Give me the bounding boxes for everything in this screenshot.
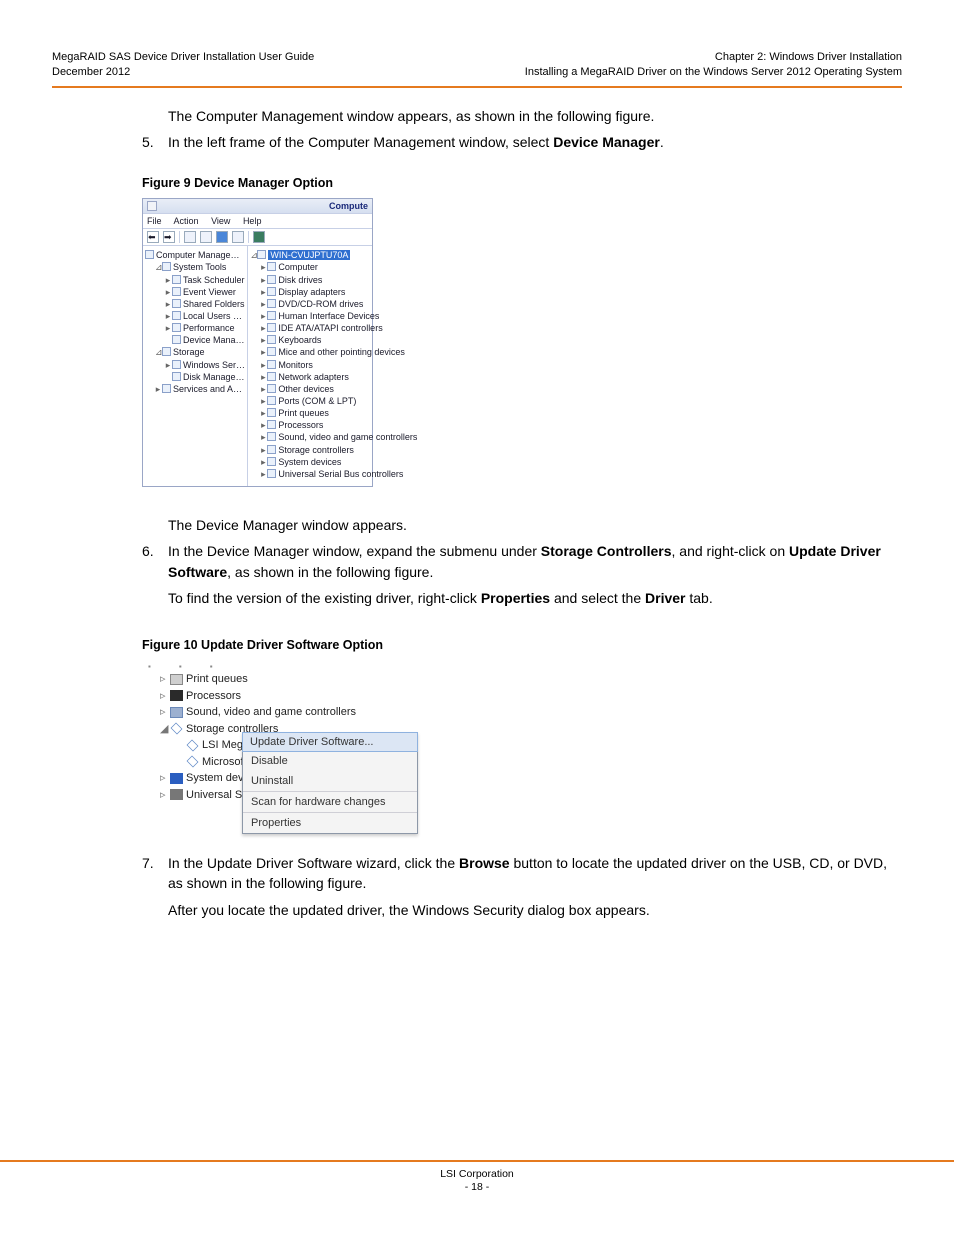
tree-item[interactable]: ▸Local Users and Groups	[145, 310, 245, 322]
tree-item[interactable]: Device Manager	[145, 334, 245, 346]
tree-item[interactable]: ▸Network adapters	[250, 371, 417, 383]
figure-10: ▪▪▪ ▹Print queues▹Processors▹Sound, vide…	[142, 660, 420, 809]
footer-company: LSI Corporation	[0, 1168, 954, 1182]
section-title: Installing a MegaRAID Driver on the Wind…	[525, 65, 902, 80]
tree-item[interactable]: ▸Display adapters	[250, 286, 417, 298]
window-title-right: Compute	[329, 201, 368, 211]
page-number: - 18 -	[0, 1181, 954, 1195]
figure-9-caption: Figure 9 Device Manager Option	[142, 176, 898, 190]
context-menu-item[interactable]: Disable	[243, 751, 417, 771]
header-left: MegaRAID SAS Device Driver Installation …	[52, 50, 314, 80]
step-7: 7. In the Update Driver Software wizard,…	[142, 853, 898, 926]
tree-item[interactable]: ▸Computer	[250, 261, 417, 273]
tree-item[interactable]: ▸Disk drives	[250, 274, 417, 286]
step-text: In the Device Manager window, expand the…	[168, 541, 898, 614]
toolbar-row: ▪▪▪	[142, 662, 420, 671]
device-manager-snippet: ▪▪▪ ▹Print queues▹Processors▹Sound, vide…	[142, 660, 420, 809]
header-rule	[52, 86, 902, 88]
chapter-title: Chapter 2: Windows Driver Installation	[525, 50, 902, 65]
step-text: In the left frame of the Computer Manage…	[168, 132, 898, 152]
figure-10-caption: Figure 10 Update Driver Software Option	[142, 638, 898, 652]
context-menu-item[interactable]: Scan for hardware changes	[243, 792, 417, 812]
step-6: 6. In the Device Manager window, expand …	[142, 541, 898, 614]
context-menu[interactable]: Update Driver Software...DisableUninstal…	[242, 732, 418, 834]
tree-item[interactable]: ▸Processors	[250, 419, 417, 431]
tree-item[interactable]: ▸Mice and other pointing devices	[250, 346, 417, 358]
page-header: MegaRAID SAS Device Driver Installation …	[52, 50, 902, 80]
tree-item[interactable]: ▸Print queues	[250, 407, 417, 419]
tree-item[interactable]: ▸Performance	[145, 322, 245, 334]
tree-item[interactable]: ▸Keyboards	[250, 334, 417, 346]
paragraph: The Computer Management window appears, …	[168, 106, 898, 126]
toolbar-icon[interactable]	[232, 231, 244, 243]
tree-item[interactable]: ▸Monitors	[250, 359, 417, 371]
page-footer: LSI Corporation - 18 -	[0, 1160, 954, 1195]
tree-root[interactable]: Computer Management (Local	[145, 249, 245, 261]
tree-item[interactable]: ▸Universal Serial Bus controllers	[250, 468, 417, 480]
tree-item[interactable]: ▸DVD/CD-ROM drives	[250, 298, 417, 310]
mgmt-tree[interactable]: Computer Management (Local⊿System Tools▸…	[145, 249, 245, 395]
device-tree-item[interactable]: ▹Print queues	[142, 671, 420, 688]
menu-bar[interactable]: File Action View Help	[143, 213, 372, 229]
tree-item[interactable]: ▸Event Viewer	[145, 286, 245, 298]
step-number: 5.	[142, 132, 168, 152]
window-titlebar: Compute	[143, 199, 372, 213]
tree-item[interactable]: ▸Storage controllers	[250, 444, 417, 456]
tree-item[interactable]: ▸Services and Applications	[145, 383, 245, 395]
menu-help[interactable]: Help	[243, 216, 262, 226]
menu-action[interactable]: Action	[174, 216, 199, 226]
context-menu-item[interactable]: Uninstall	[243, 771, 417, 791]
step-text: In the Update Driver Software wizard, cl…	[168, 853, 898, 926]
tree-item[interactable]: ▸Human Interface Devices	[250, 310, 417, 322]
toolbar: ⬅ ➡	[143, 229, 372, 246]
toolbar-icon[interactable]	[184, 231, 196, 243]
tree-item[interactable]: ▸Windows Server Backup	[145, 359, 245, 371]
tree-item[interactable]: ▸Ports (COM & LPT)	[250, 395, 417, 407]
body-content: The Computer Management window appears, …	[52, 106, 902, 926]
device-tree[interactable]: ⊿WIN-CVUJPTU70A▸Computer▸Disk drives▸Dis…	[250, 249, 417, 480]
forward-icon[interactable]: ➡	[163, 231, 175, 243]
toolbar-icon[interactable]	[216, 231, 228, 243]
tree-item[interactable]: ▸Sound, video and game controllers	[250, 431, 417, 443]
left-pane: Computer Management (Local⊿System Tools▸…	[143, 246, 248, 486]
back-icon[interactable]: ⬅	[147, 231, 159, 243]
device-tree-item[interactable]: ▹Processors	[142, 688, 420, 705]
menu-view[interactable]: View	[211, 216, 230, 226]
header-right: Chapter 2: Windows Driver Installation I…	[525, 50, 902, 80]
step-number: 7.	[142, 853, 168, 926]
right-pane: ⊿WIN-CVUJPTU70A▸Computer▸Disk drives▸Dis…	[248, 246, 419, 486]
doc-title: MegaRAID SAS Device Driver Installation …	[52, 50, 314, 65]
computer-management-window: Compute File Action View Help ⬅ ➡	[142, 198, 373, 487]
tree-root-selected[interactable]: ⊿WIN-CVUJPTU70A	[250, 249, 417, 261]
step-5: 5. In the left frame of the Computer Man…	[142, 132, 898, 152]
toolbar-icon[interactable]	[200, 231, 212, 243]
menu-file[interactable]: File	[147, 216, 162, 226]
doc-date: December 2012	[52, 65, 314, 80]
tree-item[interactable]: ▸Shared Folders	[145, 298, 245, 310]
window-icon	[147, 201, 157, 211]
tree-item[interactable]: ⊿Storage	[145, 346, 245, 358]
figure-9: Compute File Action View Help ⬅ ➡	[142, 198, 373, 487]
tree-item[interactable]: ▸Other devices	[250, 383, 417, 395]
step-number: 6.	[142, 541, 168, 614]
tree-item[interactable]: ▸IDE ATA/ATAPI controllers	[250, 322, 417, 334]
context-menu-item[interactable]: Update Driver Software...	[242, 732, 418, 752]
tree-item[interactable]: ⊿System Tools	[145, 261, 245, 273]
paragraph: The Device Manager window appears.	[168, 515, 898, 535]
tree-item[interactable]: ▸System devices	[250, 456, 417, 468]
toolbar-icon[interactable]	[253, 231, 265, 243]
context-menu-item[interactable]: Properties	[243, 813, 417, 833]
tree-item[interactable]: Disk Management	[145, 371, 245, 383]
device-tree-item[interactable]: ▹Sound, video and game controllers	[142, 704, 420, 721]
tree-item[interactable]: ▸Task Scheduler	[145, 274, 245, 286]
